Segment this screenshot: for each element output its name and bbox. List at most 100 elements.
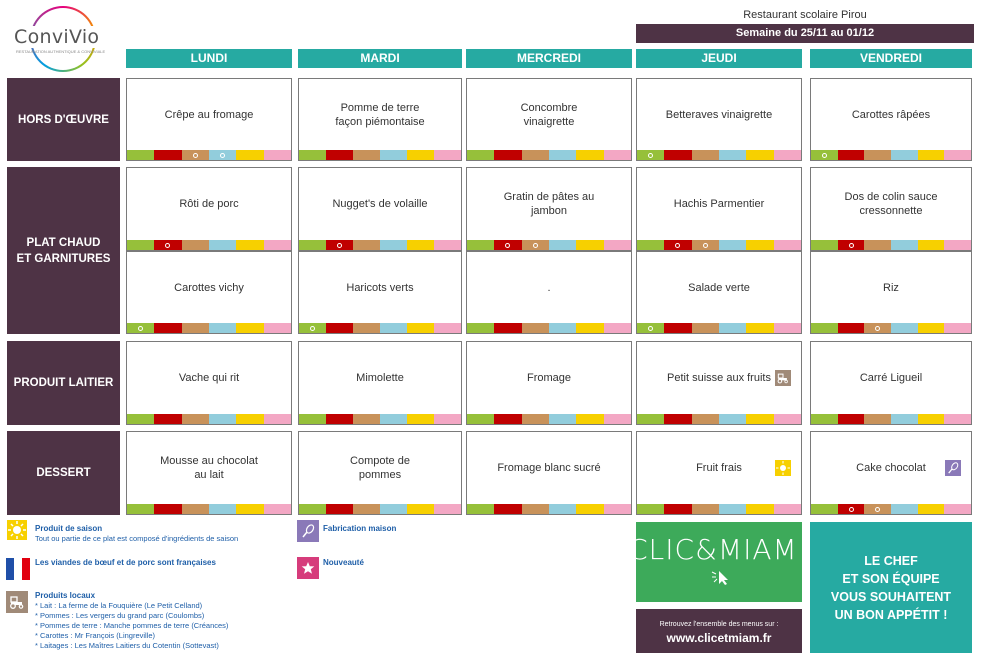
strip-segment <box>637 414 665 424</box>
strip-segment <box>154 323 182 333</box>
strip-segment <box>380 414 407 424</box>
sun-icon <box>6 519 28 541</box>
strip-segment <box>718 414 747 424</box>
strip-segment <box>181 150 209 160</box>
dish-name: Cake chocolat <box>856 462 926 474</box>
strip-segment <box>664 150 692 160</box>
dish-name: Betteraves vinaigrette <box>665 108 773 121</box>
strip-segment <box>521 504 549 514</box>
dish-name: Mimolette <box>356 372 404 384</box>
row-header-4: DESSERT <box>7 431 120 515</box>
dish-name: Carré Ligueil <box>859 372 923 384</box>
menu-cell: Fromage blanc sucré <box>466 431 632 515</box>
menu-cell: Carottes râpées <box>810 78 972 161</box>
strip-segment <box>718 504 747 514</box>
strip-segment <box>181 240 209 250</box>
convivio-logo: ConviVio RESTAURATION AUTHENTIQUE & CONV… <box>8 4 116 70</box>
strip-segment <box>263 504 291 514</box>
day-header-3: JEUDI <box>636 49 802 68</box>
day-header-1: MARDI <box>298 49 462 68</box>
row-header-3: PRODUIT LAITIER <box>7 341 120 425</box>
strip-segment <box>837 323 865 333</box>
strip-segment <box>773 150 801 160</box>
legend-saison-title: Produit de saison <box>35 524 103 533</box>
dish-name: Crêpe au fromage <box>164 108 254 121</box>
strip-segment <box>181 414 209 424</box>
legend-locaux-title: Produits locaux <box>35 591 96 600</box>
strip-segment <box>127 323 155 333</box>
strip-segment <box>494 323 522 333</box>
dish-name: Nugget's de volaille <box>332 198 428 210</box>
dish-name: Vache qui rit <box>178 372 240 384</box>
strip-segment <box>181 323 209 333</box>
dish-name: Concombre vinaigrette <box>520 101 578 128</box>
strip-segment <box>263 323 291 333</box>
strip-segment <box>494 150 522 160</box>
strip-segment <box>326 150 353 160</box>
dish-name: Dos de colin sauce cressonnette <box>844 191 938 217</box>
dish-name: Fromage blanc sucré <box>497 462 601 474</box>
strip-segment <box>494 504 522 514</box>
strip-segment <box>434 240 461 250</box>
strip-segment <box>434 414 461 424</box>
strip-segment <box>664 240 692 250</box>
strip-segment <box>746 504 774 514</box>
strip-segment <box>917 240 945 250</box>
website-block[interactable]: Retrouvez l'ensemble des menus sur : www… <box>636 609 802 653</box>
strip-segment <box>773 323 801 333</box>
allergen-strip <box>811 323 972 333</box>
allergen-strip <box>127 504 291 514</box>
allergen-strip <box>299 414 461 424</box>
strip-segment <box>521 323 549 333</box>
dish-name: Carottes râpées <box>851 108 931 121</box>
strip-segment <box>208 240 237 250</box>
website-link[interactable]: www.clicetmiam.fr <box>666 631 772 645</box>
menu-cell: Vache qui rit <box>126 341 292 425</box>
clic-miam-banner[interactable]: CLIC&MIAM! <box>628 522 809 602</box>
strip-segment <box>154 150 182 160</box>
dish-name: Compote de pommes <box>350 455 410 481</box>
strip-segment <box>380 240 407 250</box>
strip-segment <box>603 323 631 333</box>
strip-segment <box>353 414 380 424</box>
clic-miam-logo: CLIC&MIAM! <box>628 533 810 566</box>
legend-locaux-item: * Laitages : Les Maîtres Laitiers du Cot… <box>35 641 219 650</box>
strip-segment <box>236 504 264 514</box>
strip-segment <box>326 240 353 250</box>
legend-locaux-list: * Lait : La ferme de la Fouquière (Le Pe… <box>35 601 228 651</box>
allergen-strip <box>467 150 631 160</box>
strip-segment <box>236 240 264 250</box>
strip-segment <box>299 323 326 333</box>
allergen-strip <box>127 150 291 160</box>
strip-segment <box>326 323 353 333</box>
menu-cell: Salade verte <box>636 251 802 334</box>
legend-maison: Fabrication maison <box>323 524 397 533</box>
row-header-1: PLAT CHAUD ET GARNITURES <box>7 167 120 334</box>
allergen-strip <box>637 414 801 424</box>
allergen-strip <box>299 504 461 514</box>
strip-segment <box>891 504 918 514</box>
french-flag-icon <box>6 558 30 580</box>
strip-segment <box>576 240 604 250</box>
strip-segment <box>380 323 407 333</box>
strip-segment <box>208 150 237 160</box>
strip-segment <box>494 240 522 250</box>
strip-segment <box>691 504 719 514</box>
strip-segment <box>864 323 892 333</box>
strip-segment <box>353 504 380 514</box>
strip-segment <box>236 323 264 333</box>
strip-segment <box>299 240 326 250</box>
allergen-strip <box>467 504 631 514</box>
strip-segment <box>380 504 407 514</box>
menu-cell: Carottes vichy <box>126 251 292 334</box>
allergen-strip <box>299 150 461 160</box>
strip-segment <box>691 414 719 424</box>
menu-cell: . <box>466 251 632 334</box>
menu-cell: Fromage <box>466 341 632 425</box>
strip-segment <box>864 414 892 424</box>
strip-segment <box>467 414 495 424</box>
strip-segment <box>299 414 326 424</box>
legend-locaux-item: * Lait : La ferme de la Fouquière (Le Pe… <box>35 601 203 610</box>
menu-cell: Concombre vinaigrette <box>466 78 632 161</box>
menu-cell: Carré Ligueil <box>810 341 972 425</box>
